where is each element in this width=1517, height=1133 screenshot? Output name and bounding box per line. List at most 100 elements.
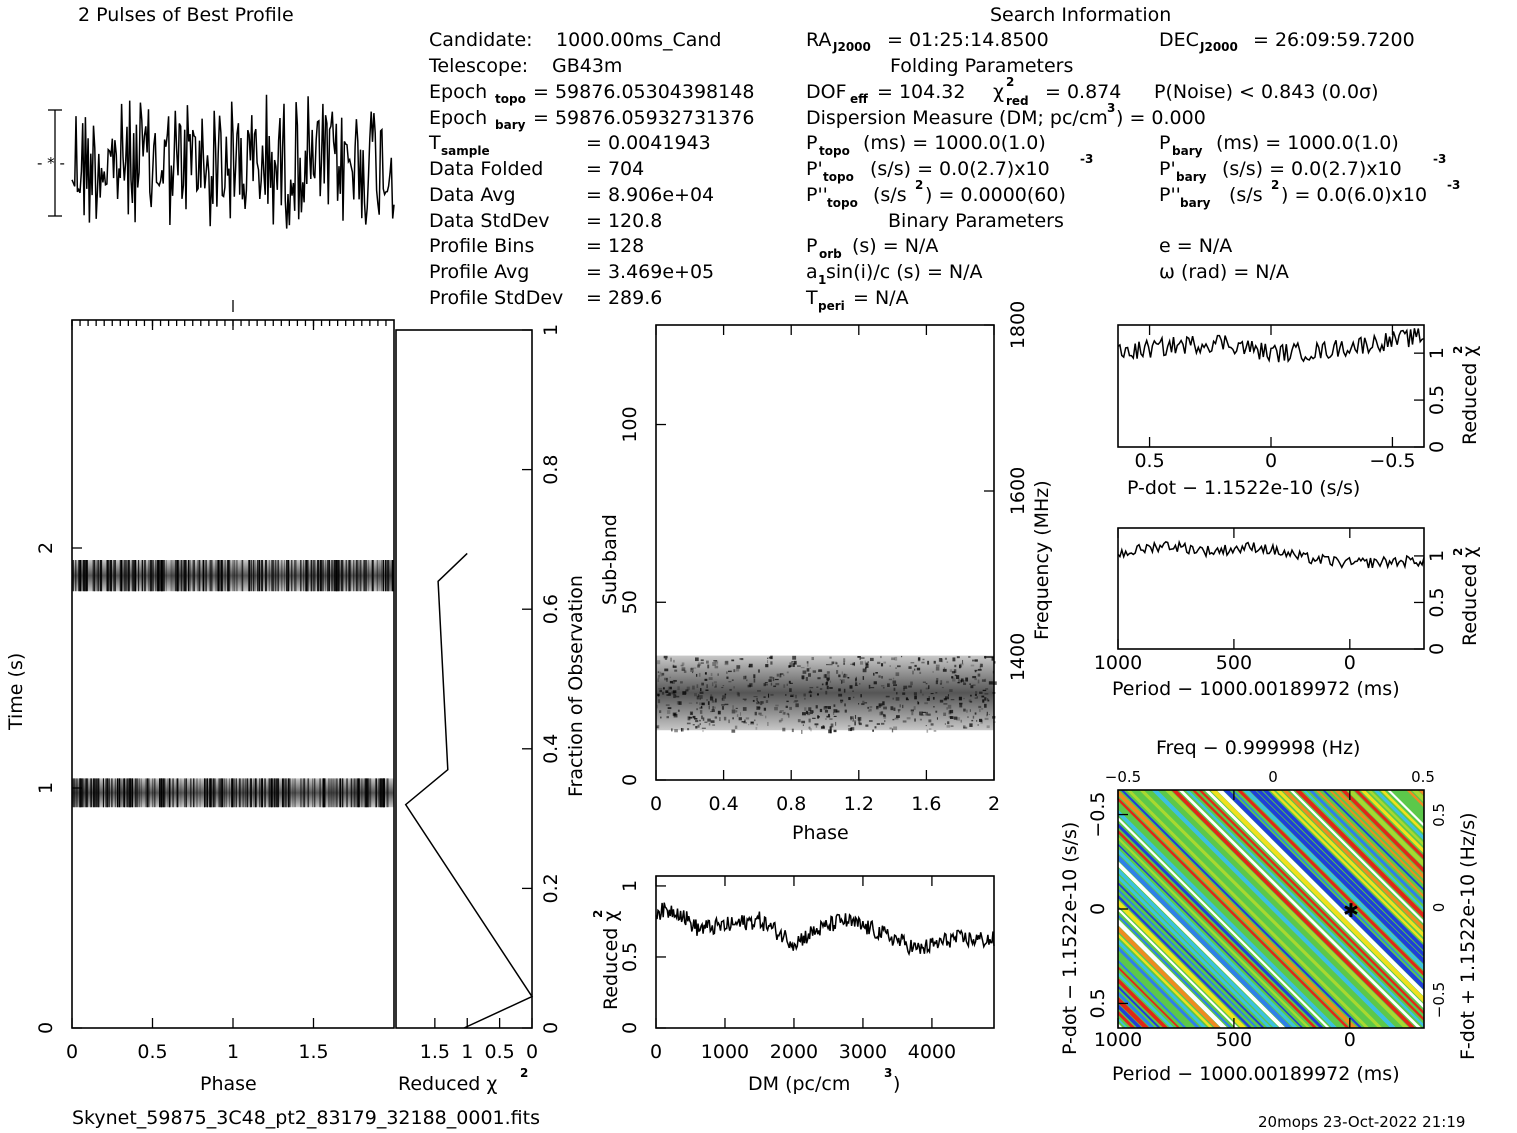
subband-pixel <box>852 719 857 722</box>
subband-pixel <box>713 681 717 684</box>
pp-title: Freq − 0.999998 (Hz) <box>1156 737 1360 759</box>
subband-pixel <box>744 675 747 679</box>
subband-pixel <box>851 727 855 731</box>
subband-pixel <box>854 714 857 719</box>
subband-pixel <box>656 724 660 729</box>
dec-value: = 26:09:59.7200 <box>1253 29 1415 51</box>
subband-pixel <box>988 714 990 716</box>
subband-pixel <box>885 695 890 698</box>
data-folded-label: Data Folded <box>429 158 543 180</box>
subband-pixel <box>919 711 923 716</box>
subband-pixel <box>685 689 689 692</box>
subband-pixel <box>913 668 916 671</box>
subband-pixel <box>916 667 921 671</box>
subband-pixel <box>930 723 934 726</box>
subband-pixel <box>949 689 953 692</box>
subband-pixel <box>788 665 792 668</box>
subband-pixel <box>972 684 976 686</box>
footer-stamp: 20mops 23-Oct-2022 21:19 <box>1258 1113 1465 1131</box>
subband-pixel <box>829 726 832 731</box>
time-chi-xlabel: Reduced χ <box>398 1073 497 1095</box>
subband-pixel <box>843 688 846 693</box>
subband-pixel <box>957 682 960 684</box>
pd-x-tick-label: −0.5 <box>1369 450 1415 472</box>
subband-pixel <box>700 705 703 709</box>
subband-pixel <box>892 718 895 721</box>
pp-stripe <box>1255 790 1424 958</box>
subband-pixel <box>710 710 713 713</box>
ecc-text: e = N/A <box>1159 235 1232 257</box>
subband-pixel <box>859 658 861 660</box>
pp-stripe <box>1151 790 1397 1028</box>
subband-pixel <box>977 668 982 671</box>
subband-pixel <box>691 671 694 674</box>
subband-pixel <box>731 659 735 662</box>
subband-pixel <box>848 697 851 700</box>
subband-pixel <box>681 667 686 671</box>
subband-pixel <box>991 657 994 661</box>
subband-pixel <box>754 711 757 716</box>
subband-pixel <box>974 669 978 672</box>
pp-stripe <box>1191 790 1424 1022</box>
subband-pixel <box>860 694 862 698</box>
subband-pixel <box>683 670 687 673</box>
subband-pixel <box>914 664 917 667</box>
subband-pixel <box>774 678 779 681</box>
subband-pixel <box>783 712 785 715</box>
subband-pixel <box>807 711 811 716</box>
subband-pixel <box>974 678 977 681</box>
subband-pixel <box>686 722 691 725</box>
subband-pixel <box>940 658 944 663</box>
subband-pixel <box>958 679 960 683</box>
subband-pixel <box>974 697 978 700</box>
sb-yr-tick-label: 1600 <box>1007 467 1029 515</box>
pp-yright-tick-label: 0.5 <box>1430 803 1448 827</box>
subband-pixel <box>858 683 861 685</box>
subband-pixel <box>853 696 855 699</box>
pd-y-tick-label: 0.5 <box>1426 385 1448 415</box>
chi-sub: red <box>1006 94 1029 108</box>
tc-y-tick-label: 0.2 <box>540 873 562 903</box>
subband-pixel <box>792 663 795 668</box>
subband-pixel <box>785 693 787 696</box>
subband-pixel <box>658 688 663 690</box>
subband-pixel <box>669 686 672 690</box>
pp-xtop-tick-label: 0 <box>1268 768 1278 786</box>
subband-pixel <box>936 677 939 682</box>
subband-pixel <box>897 709 901 711</box>
subband-pixel <box>831 661 834 665</box>
tperi-label: T <box>805 287 818 309</box>
subband-pixel <box>901 704 904 709</box>
subband-pixel <box>714 706 716 709</box>
subband-pixel <box>676 701 680 705</box>
subband-pixel <box>926 698 930 701</box>
subband-pixel <box>716 662 719 665</box>
subband-pixel <box>755 726 758 730</box>
subband-pixel <box>829 718 833 720</box>
pp-stripe <box>1118 816 1331 1028</box>
subband-pixel <box>770 661 773 665</box>
subband-pixel <box>737 692 741 697</box>
subband-pixel <box>712 706 715 710</box>
time-phase-panel: 0 0.5 1 1.5 0 1 2 Phase Time (s) <box>5 300 395 1095</box>
subband-pixel <box>892 677 895 680</box>
subband-pixel <box>830 723 834 728</box>
subband-pixel <box>687 728 690 731</box>
subband-pixel <box>902 692 906 695</box>
subband-pixel <box>949 709 954 714</box>
tc-x-tick-label: 1.5 <box>420 1041 450 1063</box>
epoch-topo-label: Epoch <box>429 81 487 103</box>
subband-pixel <box>862 676 865 680</box>
subband-pixel <box>988 681 993 685</box>
subband-pixel <box>786 683 788 686</box>
subband-pixel <box>665 704 670 706</box>
subband-pixel <box>837 664 840 668</box>
tc-x-tick-label: 1 <box>461 1041 473 1063</box>
ra-sub: J2000 <box>832 40 871 54</box>
pp-stripe <box>1118 822 1325 1028</box>
profile-std-value: = 289.6 <box>586 287 662 309</box>
subband-pixel <box>908 685 912 688</box>
omega-text: ω (rad) = N/A <box>1159 261 1289 283</box>
subband-pixel <box>826 677 830 681</box>
subband-pixel <box>717 673 719 676</box>
